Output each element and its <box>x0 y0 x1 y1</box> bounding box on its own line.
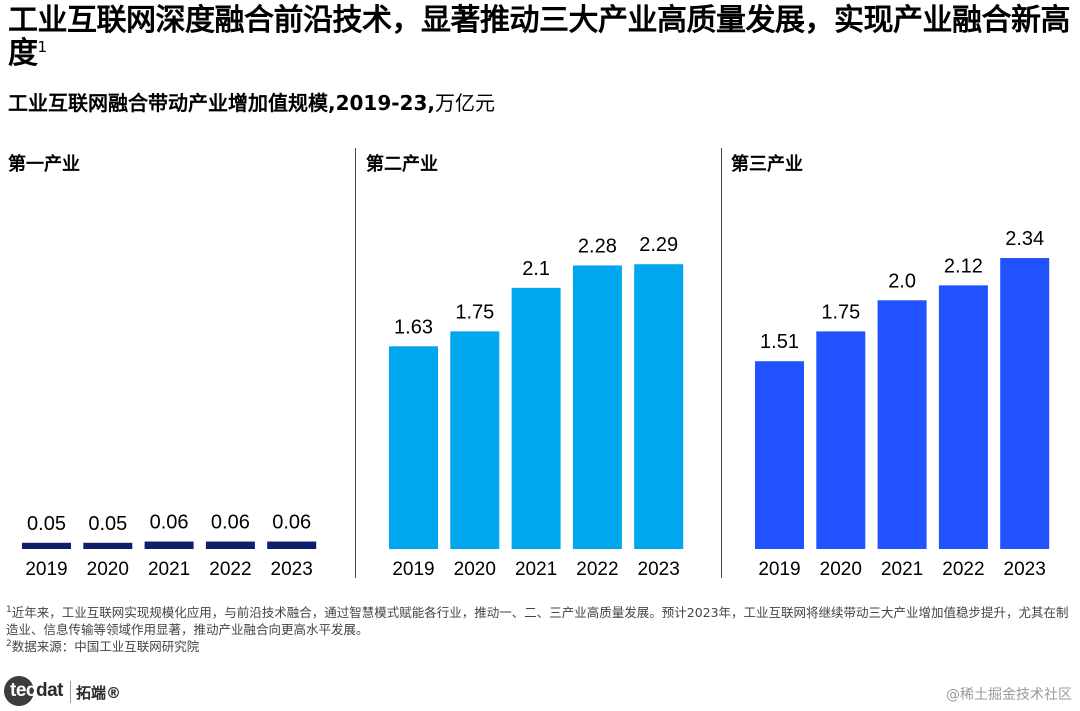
data-label-tertiary-2021: 2.0 <box>888 270 916 292</box>
data-label-primary-2020: 0.05 <box>88 513 127 535</box>
bar-tertiary-2019 <box>755 361 804 549</box>
x-tick-secondary-2020: 2020 <box>454 559 496 580</box>
bar-primary-2021 <box>144 541 194 549</box>
bar-primary-2022 <box>205 541 255 549</box>
x-tick-tertiary-2021: 2021 <box>881 559 923 580</box>
x-tick-secondary-2019: 2019 <box>392 559 434 580</box>
x-tick-tertiary-2023: 2023 <box>1004 559 1046 580</box>
bar-primary-2020 <box>83 542 133 549</box>
x-tick-secondary-2021: 2021 <box>515 559 557 580</box>
x-tick-primary-2022: 2022 <box>209 559 251 580</box>
data-label-tertiary-2020: 1.75 <box>821 301 860 323</box>
panel-title-secondary: 第二产业 <box>366 154 438 175</box>
logo-circle-icon <box>4 676 34 706</box>
logo-cn-text: 拓端® <box>76 684 122 702</box>
footnote-2-marker: 2 <box>6 638 12 649</box>
bar-tertiary-2022 <box>938 285 988 549</box>
x-tick-tertiary-2020: 2020 <box>820 559 862 580</box>
bar-tertiary-2023 <box>1000 258 1050 549</box>
subtitle-main: 工业互联网融合带动产业增加值规模,2019-23, <box>8 91 435 115</box>
x-tick-primary-2021: 2021 <box>148 559 190 580</box>
subtitle-unit: 万亿元 <box>435 91 495 115</box>
footnote-1: 1近年来，工业互联网实现规模化应用，与前沿技术融合，通过智慧模式赋能各行业，推动… <box>6 604 1078 638</box>
bar-primary-2023 <box>267 541 317 549</box>
bar-primary-2019 <box>22 542 71 549</box>
footnotes: 1近年来，工业互联网实现规模化应用，与前沿技术融合，通过智慧模式赋能各行业，推动… <box>6 604 1078 655</box>
panel-title-primary: 第一产业 <box>8 154 80 175</box>
panel-divider <box>355 148 356 578</box>
data-label-secondary-2019: 1.63 <box>394 316 433 338</box>
bar-secondary-2022 <box>572 265 622 549</box>
chart-subtitle: 工业互联网融合带动产业增加值规模,2019-23,万亿元 <box>8 90 495 116</box>
data-label-primary-2023: 0.06 <box>272 512 311 534</box>
panel-title-tertiary: 第三产业 <box>731 154 803 175</box>
data-label-primary-2019: 0.05 <box>27 513 66 535</box>
footnote-1-text: 近年来，工业互联网实现规模化应用，与前沿技术融合，通过智慧模式赋能各行业，推动一… <box>6 605 1069 637</box>
brand-logo: tecdat 拓端® <box>4 676 121 706</box>
x-tick-tertiary-2022: 2022 <box>942 559 984 580</box>
bar-tertiary-2020 <box>816 331 866 549</box>
bar-secondary-2019 <box>389 346 438 549</box>
footnote-2: 2数据来源：中国工业互联网研究院 <box>6 638 1078 655</box>
title-footnote-marker: 1 <box>37 38 48 56</box>
data-label-secondary-2022: 2.28 <box>578 235 617 257</box>
panel-divider <box>721 148 722 578</box>
x-tick-primary-2019: 2019 <box>25 559 67 580</box>
x-tick-primary-2023: 2023 <box>271 559 313 580</box>
x-tick-secondary-2023: 2023 <box>638 559 680 580</box>
x-tick-tertiary-2019: 2019 <box>758 559 800 580</box>
logo-separator <box>70 681 71 703</box>
data-label-secondary-2023: 2.29 <box>639 234 678 256</box>
data-label-tertiary-2022: 2.12 <box>944 255 983 277</box>
bar-secondary-2023 <box>634 264 684 549</box>
data-label-primary-2022: 0.06 <box>211 512 250 534</box>
data-label-primary-2021: 0.06 <box>150 512 189 534</box>
data-label-secondary-2021: 2.1 <box>522 258 550 280</box>
logo-wordmark: tecdat <box>10 680 63 701</box>
bar-tertiary-2021 <box>877 300 927 549</box>
data-label-tertiary-2023: 2.34 <box>1005 228 1044 250</box>
page-title: 工业互联网深度融合前沿技术，显著推动三大产业高质量发展，实现产业融合新高度1 <box>8 4 1074 70</box>
x-tick-primary-2020: 2020 <box>87 559 129 580</box>
page-title-text: 工业互联网深度融合前沿技术，显著推动三大产业高质量发展，实现产业融合新高度 <box>8 3 1071 71</box>
footnote-1-marker: 1 <box>6 604 12 615</box>
data-label-tertiary-2019: 1.51 <box>760 331 799 353</box>
x-tick-secondary-2022: 2022 <box>576 559 618 580</box>
bar-secondary-2021 <box>511 287 561 549</box>
data-label-secondary-2020: 1.75 <box>455 301 494 323</box>
bar-charts: 0.05 2019 0.05 2020 0.06 2021 0.06 2022 0.06 2023… <box>22 228 1050 580</box>
watermark: @稀土掘金技术社区 <box>946 687 1072 703</box>
bar-secondary-2020 <box>450 331 500 549</box>
footnote-2-text: 数据来源：中国工业互联网研究院 <box>11 639 200 654</box>
